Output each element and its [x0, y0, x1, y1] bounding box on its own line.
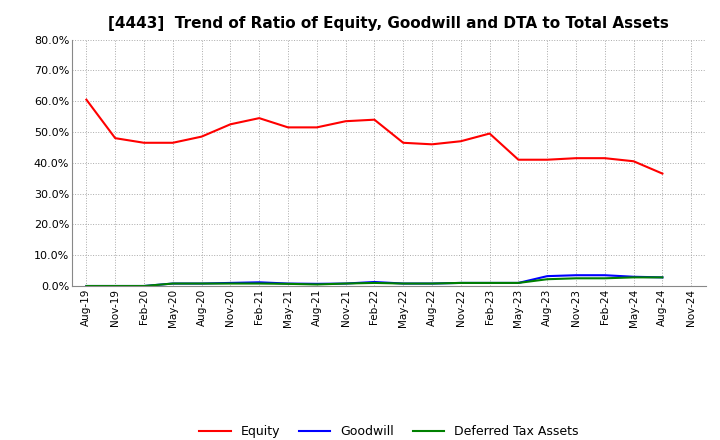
Deferred Tax Assets [226, 281, 235, 286]
Deferred Tax Assets [255, 281, 264, 286]
Deferred Tax Assets [284, 281, 292, 286]
Goodwill [284, 281, 292, 286]
Equity [514, 157, 523, 162]
Equity [658, 171, 667, 176]
Equity [82, 97, 91, 102]
Deferred Tax Assets [485, 280, 494, 286]
Line: Goodwill: Goodwill [86, 275, 662, 286]
Goodwill [399, 281, 408, 286]
Goodwill [168, 281, 177, 286]
Line: Deferred Tax Assets: Deferred Tax Assets [86, 277, 662, 286]
Equity [543, 157, 552, 162]
Equity [370, 117, 379, 122]
Equity [341, 118, 350, 124]
Goodwill [111, 283, 120, 289]
Equity [428, 142, 436, 147]
Goodwill [140, 283, 148, 289]
Equity [226, 121, 235, 127]
Deferred Tax Assets [140, 283, 148, 289]
Goodwill [226, 280, 235, 286]
Goodwill [255, 280, 264, 285]
Goodwill [197, 281, 206, 286]
Goodwill [600, 272, 609, 278]
Legend: Equity, Goodwill, Deferred Tax Assets: Equity, Goodwill, Deferred Tax Assets [194, 420, 583, 440]
Deferred Tax Assets [399, 281, 408, 286]
Goodwill [341, 281, 350, 286]
Deferred Tax Assets [658, 275, 667, 280]
Deferred Tax Assets [370, 280, 379, 286]
Goodwill [485, 280, 494, 286]
Deferred Tax Assets [456, 280, 465, 286]
Deferred Tax Assets [341, 281, 350, 286]
Goodwill [370, 279, 379, 285]
Equity [140, 140, 148, 145]
Goodwill [456, 280, 465, 286]
Deferred Tax Assets [572, 275, 580, 281]
Equity [485, 131, 494, 136]
Deferred Tax Assets [197, 281, 206, 286]
Goodwill [572, 272, 580, 278]
Equity [600, 155, 609, 161]
Deferred Tax Assets [428, 281, 436, 286]
Goodwill [514, 280, 523, 286]
Deferred Tax Assets [312, 282, 321, 287]
Equity [399, 140, 408, 145]
Equity [312, 125, 321, 130]
Goodwill [543, 274, 552, 279]
Equity [284, 125, 292, 130]
Deferred Tax Assets [629, 275, 638, 280]
Equity [111, 136, 120, 141]
Equity [197, 134, 206, 139]
Goodwill [82, 283, 91, 289]
Deferred Tax Assets [82, 283, 91, 289]
Equity [168, 140, 177, 145]
Goodwill [428, 281, 436, 286]
Deferred Tax Assets [168, 281, 177, 286]
Title: [4443]  Trend of Ratio of Equity, Goodwill and DTA to Total Assets: [4443] Trend of Ratio of Equity, Goodwil… [109, 16, 669, 32]
Goodwill [658, 275, 667, 280]
Equity [572, 155, 580, 161]
Goodwill [629, 274, 638, 279]
Deferred Tax Assets [543, 277, 552, 282]
Deferred Tax Assets [514, 280, 523, 286]
Line: Equity: Equity [86, 99, 662, 173]
Deferred Tax Assets [111, 283, 120, 289]
Equity [456, 139, 465, 144]
Deferred Tax Assets [600, 275, 609, 281]
Goodwill [312, 281, 321, 286]
Equity [255, 115, 264, 121]
Equity [629, 158, 638, 164]
